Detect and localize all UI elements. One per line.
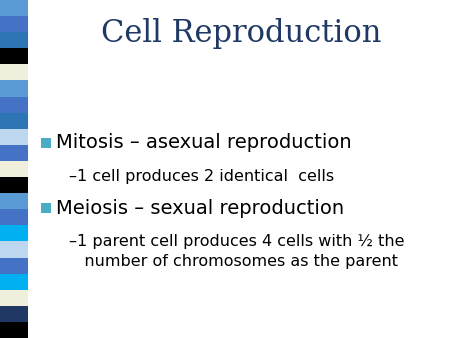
Bar — [0, 129, 28, 145]
Bar — [0, 113, 28, 129]
Bar — [0, 97, 28, 113]
Bar — [0, 64, 28, 80]
Bar — [0, 258, 28, 274]
Bar — [0, 241, 28, 258]
Text: Meiosis – sexual reproduction: Meiosis – sexual reproduction — [56, 198, 344, 217]
Bar — [0, 322, 28, 338]
Bar — [0, 80, 28, 97]
Text: Mitosis – asexual reproduction: Mitosis – asexual reproduction — [56, 134, 351, 152]
Bar — [41, 138, 51, 148]
Bar — [0, 209, 28, 225]
Bar — [0, 16, 28, 32]
Bar — [0, 48, 28, 64]
Bar — [0, 145, 28, 161]
Bar — [0, 0, 28, 16]
Bar — [0, 177, 28, 193]
Text: –1 cell produces 2 identical  cells: –1 cell produces 2 identical cells — [69, 169, 334, 184]
Bar — [41, 203, 51, 213]
Text: –1 parent cell produces 4 cells with ½ the
   number of chromosomes as the paren: –1 parent cell produces 4 cells with ½ t… — [69, 234, 405, 269]
Bar — [0, 161, 28, 177]
Bar — [0, 306, 28, 322]
Bar — [0, 193, 28, 209]
Bar — [0, 290, 28, 306]
Text: Cell Reproduction: Cell Reproduction — [101, 18, 382, 49]
Bar — [0, 32, 28, 48]
Bar — [0, 274, 28, 290]
Bar — [0, 225, 28, 241]
